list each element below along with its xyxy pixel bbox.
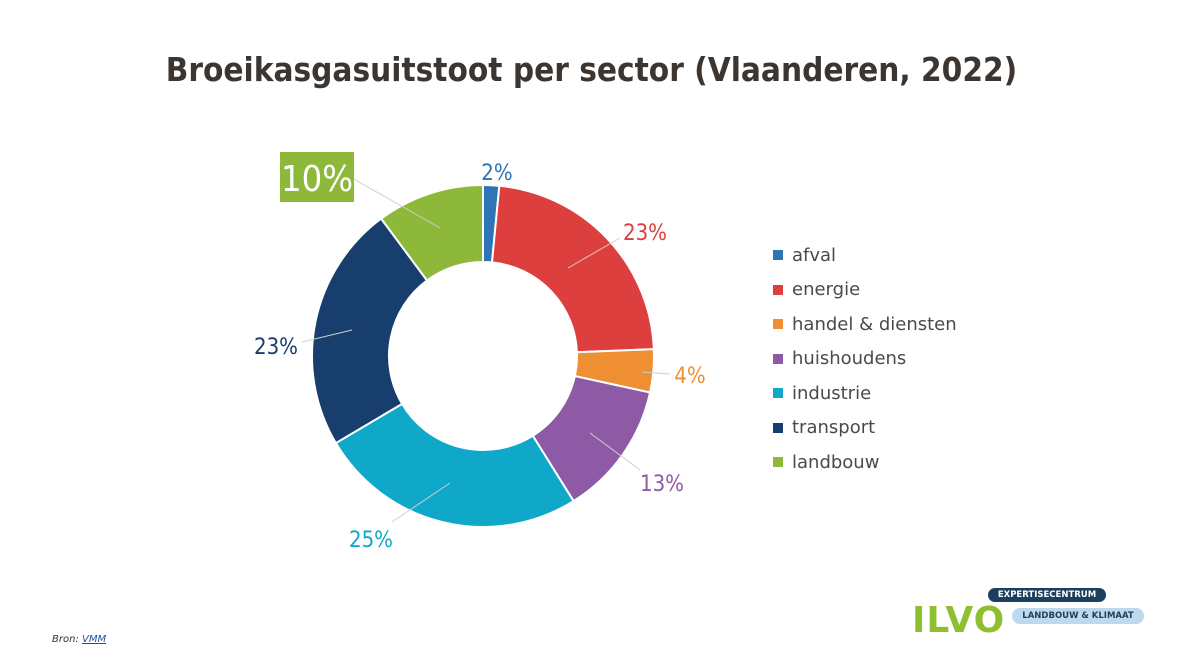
- legend-swatch: [773, 457, 783, 468]
- donut-slice-transport: [311, 217, 429, 445]
- source-note: Bron: VMM: [52, 634, 106, 645]
- leader-line: [589, 432, 641, 471]
- legend-label: huishoudens: [792, 348, 907, 370]
- data-label-afval: 2%: [481, 161, 512, 186]
- legend-item-transport: transport: [773, 411, 957, 446]
- data-label-transport: 23%: [254, 335, 298, 360]
- legend-item-industrie: industrie: [773, 376, 957, 411]
- legend-item-landbouw: landbouw: [773, 445, 957, 480]
- legend-label: landbouw: [792, 451, 880, 473]
- logo-badge-bottom: LANDBOUW & KLIMAAT: [1012, 608, 1144, 624]
- legend-swatch: [773, 250, 783, 261]
- data-label-landbouw: 10%: [281, 159, 353, 200]
- ilvo-logo: ILVO EXPERTISECENTRUM LANDBOUW & KLIMAAT: [912, 586, 1152, 642]
- donut-slice-industrie: [334, 402, 575, 528]
- legend-label: industrie: [792, 382, 872, 404]
- legend-label: handel & diensten: [792, 313, 957, 335]
- chart-title: Broeikasgasuitstoot per sector (Vlaander…: [165, 50, 1018, 89]
- leader-line: [391, 482, 451, 523]
- leader-line: [301, 329, 353, 343]
- leader-line: [641, 371, 671, 375]
- donut-slice-energie: [490, 184, 655, 354]
- logo-wordmark: ILVO: [912, 600, 1006, 641]
- data-label-huishoudens: 13%: [640, 472, 684, 497]
- legend-item-energie: energie: [773, 273, 957, 308]
- source-prefix: Bron:: [52, 634, 79, 645]
- legend-swatch: [773, 388, 783, 399]
- logo-badge-top: EXPERTISECENTRUM: [988, 588, 1106, 602]
- chart-legend: afval energie handel & diensten huishoudens…: [773, 238, 957, 480]
- legend-label: afval: [792, 244, 837, 266]
- source-link[interactable]: VMM: [81, 634, 107, 645]
- data-label-highlight: [280, 152, 354, 202]
- data-label-industrie: 25%: [349, 528, 393, 553]
- legend-label: transport: [792, 417, 876, 439]
- leader-line: [567, 237, 621, 269]
- legend-swatch: [773, 319, 783, 330]
- data-label-energie: 23%: [623, 221, 667, 246]
- leader-line: [351, 177, 441, 229]
- legend-item-handel-diensten: handel & diensten: [773, 307, 957, 342]
- legend-item-afval: afval: [773, 238, 957, 273]
- legend-swatch: [773, 284, 783, 295]
- legend-swatch: [773, 353, 783, 364]
- legend-swatch: [773, 422, 783, 433]
- data-label-handel-diensten: 4%: [674, 364, 705, 389]
- legend-item-huishoudens: huishoudens: [773, 342, 957, 377]
- legend-label: energie: [792, 279, 861, 301]
